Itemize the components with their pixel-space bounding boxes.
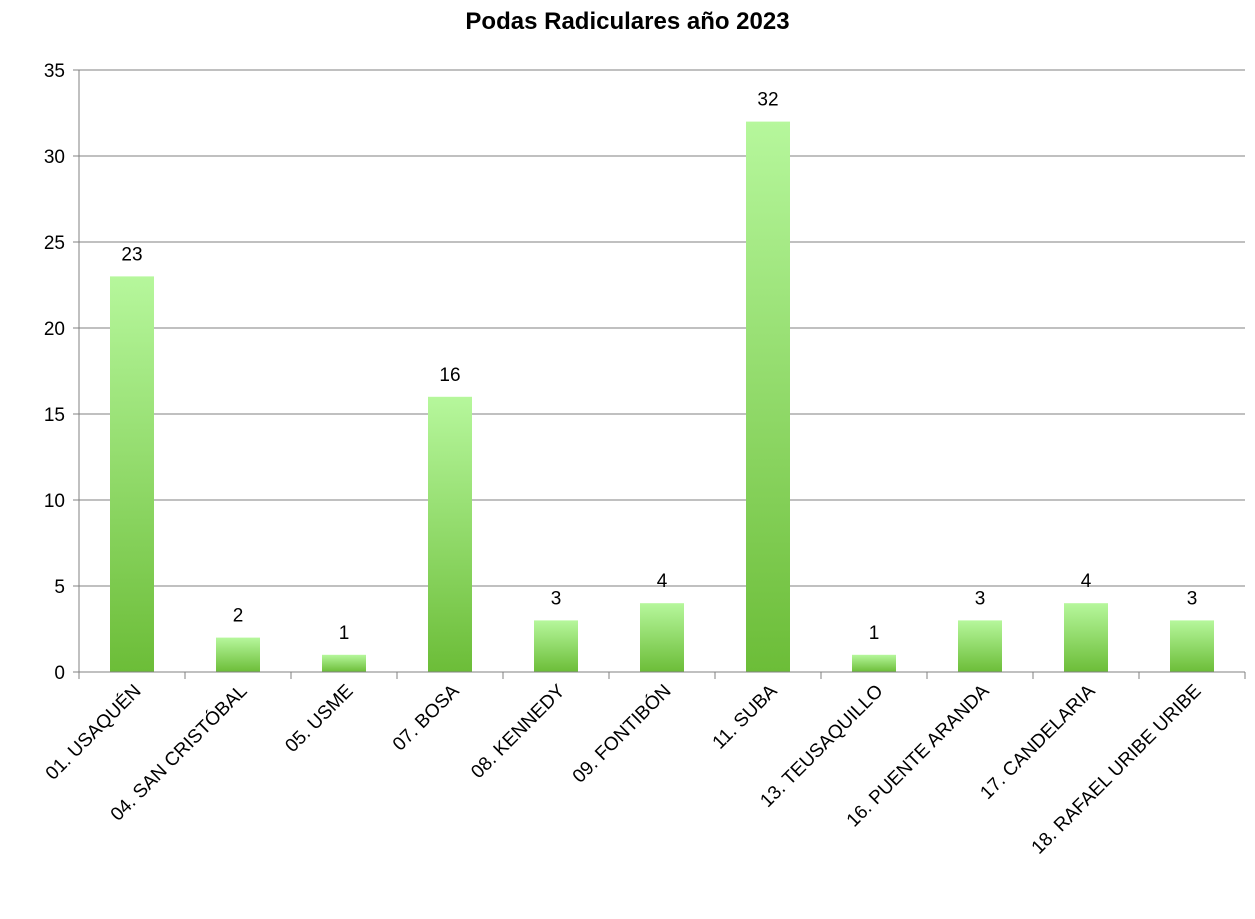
data-label: 2 (233, 606, 244, 627)
x-tick-label: 08. KENNEDY (467, 680, 569, 782)
data-label: 1 (869, 623, 880, 644)
data-label: 3 (975, 588, 986, 609)
data-label: 4 (657, 571, 668, 592)
data-label: 32 (757, 90, 778, 111)
y-tick-label: 35 (44, 61, 65, 82)
data-label: 16 (439, 365, 460, 386)
gridlines (79, 69, 1245, 587)
data-label: 3 (1187, 588, 1198, 609)
x-tick-label: 01. USAQUÉN (42, 681, 146, 785)
bar (852, 654, 896, 672)
y-tick-label: 20 (44, 319, 65, 340)
x-tick-label: 11. SUBA (709, 680, 782, 753)
x-tick-label: 09. FONTIBÓN (568, 680, 675, 787)
bars (110, 121, 1214, 673)
data-label: 4 (1081, 571, 1092, 592)
x-tick-label: 18. RAFAEL URIBE URIBE (1028, 681, 1206, 859)
bar (428, 396, 472, 672)
bar (110, 276, 154, 672)
data-label: 23 (121, 244, 142, 265)
bar (1064, 603, 1108, 672)
y-tick-label: 25 (44, 233, 65, 254)
data-label: 1 (339, 623, 350, 644)
x-tick-label: 05. USME (281, 681, 357, 757)
bar (534, 620, 578, 672)
axes (73, 69, 1246, 679)
x-tick-label: 17. CANDELARIA (976, 680, 1099, 803)
bar (1170, 620, 1214, 672)
chart-title: Podas Radiculares año 2023 (465, 8, 790, 35)
bar (640, 603, 684, 672)
data-label: 3 (551, 588, 562, 609)
y-tick-label: 30 (44, 147, 65, 168)
y-tick-label: 10 (44, 491, 65, 512)
x-tick-label: 07. BOSA (389, 680, 464, 755)
y-tick-label: 0 (54, 663, 65, 684)
y-tick-label: 5 (54, 577, 65, 598)
bar (958, 620, 1002, 672)
bar (216, 637, 260, 672)
bar (322, 654, 366, 672)
bar (746, 121, 790, 673)
y-tick-label: 15 (44, 405, 65, 426)
